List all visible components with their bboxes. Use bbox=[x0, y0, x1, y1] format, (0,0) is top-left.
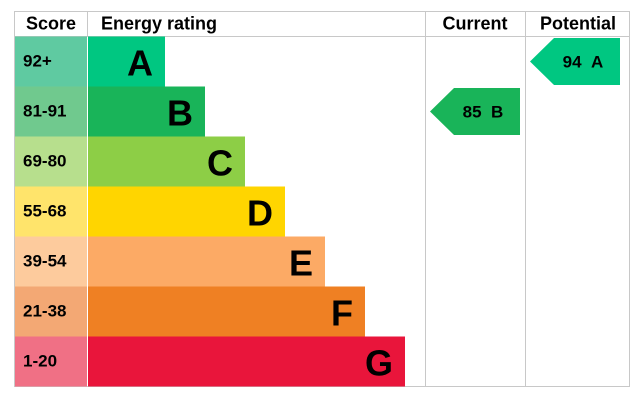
header-score: Score bbox=[26, 14, 76, 34]
potential-arrow bbox=[530, 38, 620, 85]
current-arrow bbox=[430, 88, 520, 135]
score-label: 69-80 bbox=[23, 152, 66, 171]
header-current: Current bbox=[442, 14, 507, 34]
score-label: 21-38 bbox=[23, 302, 66, 321]
rating-bar bbox=[88, 136, 245, 187]
score-cell bbox=[15, 36, 87, 87]
potential-score: 94 bbox=[563, 52, 582, 71]
current-score: 85 bbox=[463, 102, 482, 121]
rating-bar bbox=[88, 286, 365, 337]
band-letter: F bbox=[331, 293, 353, 334]
band-letter: E bbox=[289, 243, 313, 284]
score-cell bbox=[15, 186, 87, 237]
header-potential: Potential bbox=[540, 14, 616, 34]
rating-bar bbox=[88, 36, 165, 87]
score-label: 92+ bbox=[23, 52, 52, 71]
band-letter: B bbox=[167, 93, 193, 134]
current-label: 85 B bbox=[463, 102, 504, 121]
band-letter: D bbox=[247, 193, 273, 234]
potential-label: 94 A bbox=[563, 52, 604, 71]
band-letter: C bbox=[207, 143, 233, 184]
rating-bar bbox=[88, 336, 405, 387]
potential-band: A bbox=[591, 52, 603, 71]
score-cell bbox=[15, 336, 87, 387]
score-label: 39-54 bbox=[23, 252, 67, 271]
score-label: 1-20 bbox=[23, 352, 57, 371]
score-cell bbox=[15, 86, 87, 137]
header-rating: Energy rating bbox=[101, 14, 217, 34]
score-cell bbox=[15, 286, 87, 337]
rating-bar bbox=[88, 236, 325, 287]
rating-bar bbox=[88, 86, 205, 137]
score-label: 55-68 bbox=[23, 202, 66, 221]
band-letter: A bbox=[127, 43, 153, 84]
score-cell bbox=[15, 136, 87, 187]
score-cell bbox=[15, 236, 87, 287]
band-letter: G bbox=[365, 343, 393, 384]
current-band: B bbox=[491, 102, 503, 121]
rating-bar bbox=[88, 186, 285, 237]
score-label: 81-91 bbox=[23, 102, 66, 121]
